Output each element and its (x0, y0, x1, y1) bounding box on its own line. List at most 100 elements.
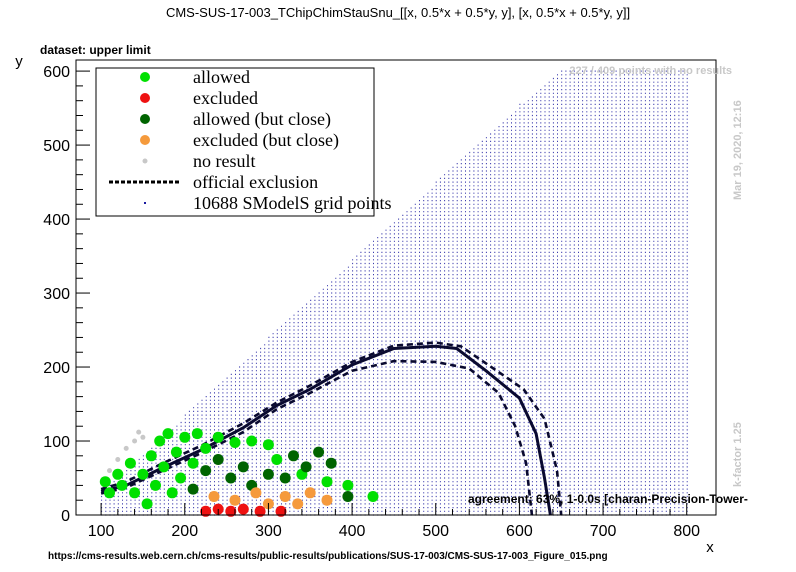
data-point-0 (107, 468, 112, 474)
legend-marker-4 (142, 158, 148, 164)
y-tick-label-500: 500 (43, 138, 70, 155)
agreement-annotation: agreement: 63%, 1-0.0s [charan-Precision… (468, 492, 748, 506)
exclusion-curve-0 (100, 344, 552, 516)
data-point-56 (200, 505, 212, 517)
data-point-37 (212, 454, 224, 465)
legend-label-5: official exclusion (193, 172, 318, 192)
y-tick-label-400: 400 (43, 212, 70, 229)
y-tick-label-300: 300 (43, 286, 70, 303)
legend-marker-6 (144, 202, 146, 204)
data-point-9 (116, 479, 128, 491)
data-point-13 (141, 498, 153, 510)
y-axis-label: y (15, 53, 23, 70)
data-point-58 (225, 505, 237, 517)
data-point-49 (229, 494, 241, 506)
source-url: https://cms-results.web.cern.ch/cms-resu… (48, 551, 608, 562)
legend-marker-3 (140, 135, 150, 145)
data-point-55 (321, 494, 333, 506)
data-point-50 (250, 487, 262, 499)
data-point-27 (229, 437, 241, 448)
legend-label-3: excluded (but close) (193, 130, 339, 151)
data-point-42 (279, 472, 291, 484)
y-tick-label-600: 600 (43, 64, 70, 81)
data-point-23 (187, 457, 199, 469)
data-point-54 (304, 487, 316, 499)
data-point-34 (367, 491, 379, 502)
kfactor-annotation: k-factor 1.25 (732, 422, 744, 487)
legend-label-1: excluded (193, 88, 258, 108)
data-point-33 (342, 479, 354, 491)
x-tick-label-400: 400 (339, 523, 366, 540)
data-point-22 (179, 431, 191, 443)
exclusion-curve-1 (100, 341, 563, 516)
data-point-8 (112, 468, 124, 480)
x-tick-label-100: 100 (88, 523, 115, 540)
data-point-45 (313, 446, 325, 458)
plot-frame (75, 59, 717, 516)
data-point-53 (292, 498, 304, 510)
data-point-48 (208, 491, 220, 502)
data-point-46 (325, 457, 337, 469)
data-point-6 (99, 476, 111, 488)
data-point-36 (200, 465, 212, 477)
data-point-24 (191, 428, 203, 440)
data-point-21 (175, 472, 187, 484)
data-point-1 (115, 457, 121, 462)
data-point-61 (275, 505, 287, 517)
data-point-7 (104, 487, 115, 499)
data-point-35 (187, 483, 199, 495)
data-point-19 (166, 487, 178, 499)
data-point-25 (200, 442, 212, 454)
data-point-41 (262, 468, 274, 480)
x-tick-label-300: 300 (255, 523, 282, 540)
x-tick-label-200: 200 (171, 523, 198, 540)
data-point-26 (212, 431, 224, 443)
x-tick-label-800: 800 (673, 523, 700, 540)
data-point-59 (237, 503, 249, 515)
data-point-14 (145, 450, 157, 462)
data-point-15 (150, 479, 161, 491)
axes-layer: 100 200 300 400 500 600 700 800 0 100 200 300 400 500… (43, 64, 700, 540)
data-point-11 (129, 487, 141, 499)
data-point-52 (279, 491, 291, 502)
data-point-39 (237, 461, 249, 473)
data-point-3 (132, 438, 138, 444)
legend-marker-1 (140, 93, 150, 103)
x-tick-label-500: 500 (422, 523, 449, 540)
data-point-43 (288, 450, 299, 462)
exclusion-curves-layer (100, 341, 563, 516)
data-point-47 (342, 491, 354, 502)
x-tick-label-700: 700 (590, 523, 617, 540)
x-axis-label: x (706, 539, 714, 556)
y-tick-label-100: 100 (43, 434, 70, 451)
data-point-32 (321, 476, 333, 488)
data-point-10 (124, 457, 136, 469)
exclusion-curve-2 (100, 359, 534, 516)
data-point-4 (140, 434, 146, 440)
timestamp-annotation: Mar 19, 2020, 12:16 (732, 100, 744, 200)
data-point-16 (154, 435, 166, 447)
legend-label-4: no result (193, 151, 256, 171)
data-point-5 (136, 429, 142, 435)
chart-subtitle: dataset: upper limit (40, 43, 151, 57)
data-point-30 (271, 454, 283, 465)
data-point-18 (162, 428, 174, 440)
legend-label-6: 10688 SModelS grid points (193, 193, 392, 213)
data-point-2 (123, 445, 129, 451)
data-point-38 (225, 472, 237, 484)
y-tick-label-200: 200 (43, 360, 70, 377)
legend-label-0: allowed (193, 67, 250, 87)
data-point-17 (158, 461, 170, 473)
no-results-annotation: 227 / 409 points with no results (569, 65, 732, 77)
data-point-44 (300, 461, 312, 473)
data-point-28 (246, 435, 258, 447)
y-tick-label-0: 0 (61, 508, 70, 525)
legend-marker-0 (140, 72, 150, 82)
chart-title: CMS-SUS-17-003_TChipChimStauSnu_[[x, 0.5… (166, 5, 630, 20)
legend-marker-2 (140, 114, 150, 124)
data-point-60 (254, 505, 266, 517)
data-point-20 (170, 446, 182, 458)
